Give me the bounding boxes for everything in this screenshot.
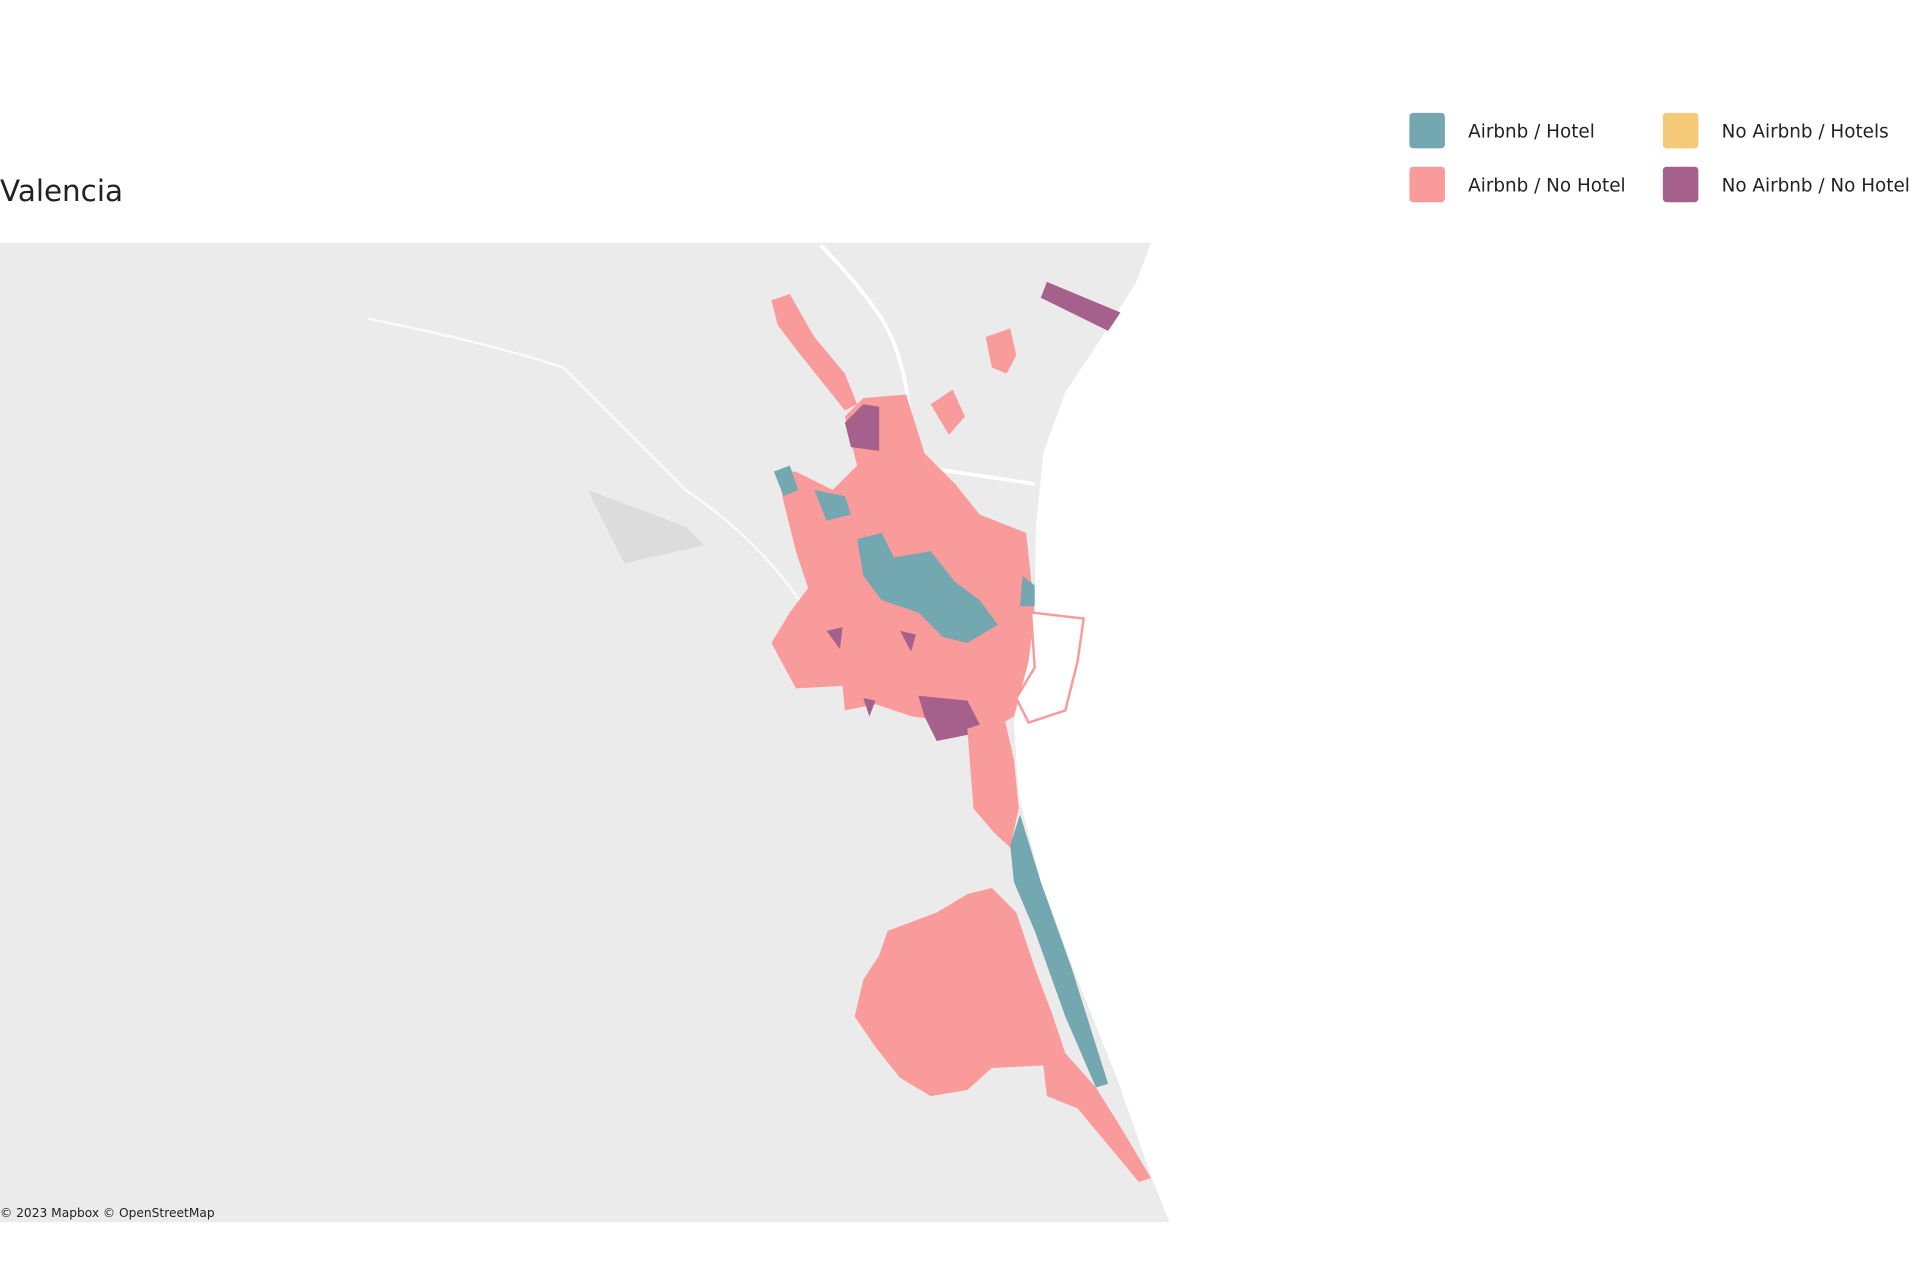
districts	[771, 281, 1152, 1182]
legend-swatch	[1662, 166, 1699, 203]
district	[857, 532, 998, 644]
map-attribution: © OpenStreetMap	[103, 1206, 215, 1220]
district	[967, 716, 1019, 848]
district	[814, 490, 852, 521]
river	[367, 317, 810, 614]
legend-label: No Airbnb / Hotels	[1722, 121, 1889, 142]
legend: Airbnb / Hotel Airbnb / No Hotel No Airbnb…	[1409, 112, 1910, 203]
port	[1014, 611, 1086, 725]
legend-swatch	[1662, 112, 1699, 149]
district	[1010, 814, 1109, 1088]
district	[826, 627, 843, 650]
legend-label: Airbnb / No Hotel	[1468, 175, 1625, 196]
legend-label: Airbnb / Hotel	[1468, 121, 1595, 142]
airport	[587, 490, 705, 564]
legend-swatch	[1409, 112, 1445, 149]
district	[930, 389, 965, 435]
district	[900, 630, 916, 652]
map	[0, 242, 1170, 1223]
district	[854, 887, 1152, 1182]
district	[773, 465, 799, 497]
map-title: Valencia	[0, 174, 123, 208]
district	[985, 328, 1017, 374]
map-attribution: © 2023 Mapbox	[0, 1206, 99, 1220]
district	[863, 698, 876, 717]
legend-label: No Airbnb / No Hotel	[1722, 175, 1910, 196]
legend-swatch	[1409, 166, 1445, 203]
district	[844, 404, 880, 451]
district	[918, 695, 983, 742]
district	[1020, 575, 1035, 607]
district	[771, 294, 858, 411]
district	[1040, 281, 1121, 331]
